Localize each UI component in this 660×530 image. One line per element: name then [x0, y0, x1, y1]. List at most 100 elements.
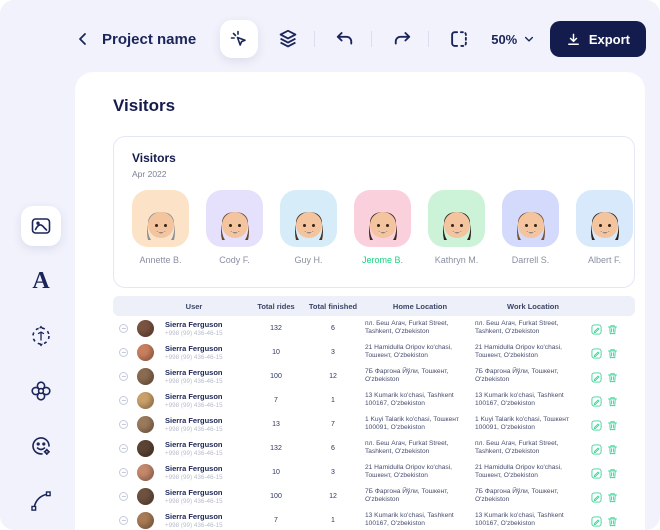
toolbar-divider [314, 31, 316, 47]
user-phone: +998 (99) 436-46-15 [165, 377, 223, 385]
edit-button[interactable] [591, 467, 602, 479]
visitor-card[interactable]: Jerome B. [354, 190, 411, 265]
table-row: Sierra Ferguson +998 (99) 436-46-15 7 1 … [113, 388, 635, 412]
delete-button[interactable] [607, 419, 618, 430]
home-location: 13 Kumarik ko'chasi, Tashkent 100167, O'… [365, 511, 454, 527]
memoji-face-icon [368, 212, 397, 240]
visitor-name: Jerome B. [361, 255, 403, 265]
visitor-avatar [576, 190, 633, 247]
visitor-card[interactable]: Darrell S. [502, 190, 559, 265]
memoji-face-icon [220, 212, 249, 240]
user-name: Sierra Ferguson [165, 439, 223, 449]
work-location: 7Б Фаргона Йўли, Тошкент, O'zbekiston [475, 487, 559, 503]
text-tool-button[interactable]: A [21, 261, 61, 301]
total-rides-value: 7 [274, 516, 278, 524]
tool-sidebar: A [21, 206, 61, 521]
edit-icon [591, 347, 602, 359]
row-actions [591, 371, 635, 383]
transform-tool-button[interactable] [21, 316, 61, 356]
edit-button[interactable] [591, 347, 602, 359]
back-button[interactable] [72, 28, 94, 50]
edit-button[interactable] [591, 395, 602, 407]
row-checkbox[interactable] [119, 347, 128, 357]
visitor-card[interactable]: Albert F. [576, 190, 633, 265]
trash-icon [607, 348, 618, 358]
layers-button[interactable] [276, 27, 300, 51]
row-checkbox[interactable] [119, 419, 128, 429]
row-checkbox[interactable] [119, 467, 128, 477]
edit-button[interactable] [591, 419, 602, 431]
image-tool-button[interactable] [21, 206, 61, 246]
edit-button[interactable] [591, 371, 602, 383]
table-row: Sierra Ferguson +998 (99) 436-46-15 13 7… [113, 412, 635, 436]
row-checkbox[interactable] [119, 443, 128, 453]
toolbar-divider [371, 31, 373, 47]
edit-button[interactable] [591, 443, 602, 455]
work-location: 21 Hamidulla Oripov ko'chasi, Тошкент, O… [475, 463, 563, 479]
edit-icon [591, 395, 602, 407]
user-avatar [137, 391, 154, 409]
delete-button[interactable] [607, 323, 618, 334]
delete-button[interactable] [607, 491, 618, 502]
user-phone: +998 (99) 436-46-15 [165, 401, 223, 409]
zoom-level: 50% [491, 31, 518, 47]
row-checkbox[interactable] [119, 491, 128, 501]
edit-button[interactable] [591, 323, 602, 335]
curve-icon [31, 491, 51, 511]
table-row: Sierra Ferguson +998 (99) 436-46-15 10 3… [113, 340, 635, 364]
sticker-tool-button[interactable] [21, 426, 61, 466]
column-user: User [185, 301, 203, 311]
shape-tool-button[interactable] [21, 371, 61, 411]
total-rides-value: 10 [272, 348, 280, 356]
visitor-name: Cody F. [219, 255, 250, 265]
transform-icon [32, 325, 50, 347]
visitor-name: Annette B. [139, 255, 182, 265]
flower-icon [31, 381, 51, 401]
page-title: Visitors [113, 96, 176, 115]
delete-button[interactable] [607, 371, 618, 382]
undo-button[interactable] [333, 27, 357, 51]
zoom-dropdown[interactable]: 50% [491, 32, 535, 47]
delete-button[interactable] [607, 443, 618, 454]
column-total-finished: Total finished [308, 301, 358, 311]
row-checkbox[interactable] [119, 515, 128, 525]
frame-select-button[interactable] [447, 27, 471, 51]
visitor-card[interactable]: Annette B. [132, 190, 189, 265]
visitor-card[interactable]: Cody F. [206, 190, 263, 265]
row-checkbox[interactable] [119, 395, 128, 405]
visitor-name: Darrell S. [511, 255, 550, 265]
user-cell: Sierra Ferguson +998 (99) 436-46-15 [165, 344, 251, 361]
user-avatar [137, 439, 154, 457]
delete-button[interactable] [607, 347, 618, 358]
row-actions [591, 467, 635, 479]
redo-button[interactable] [390, 27, 414, 51]
trash-icon [607, 420, 618, 430]
row-checkbox[interactable] [119, 323, 128, 333]
toolbar-divider [428, 31, 430, 47]
visitor-name: Albert F. [587, 255, 621, 265]
visitor-card[interactable]: Guy H. [280, 190, 337, 265]
user-avatar [137, 511, 154, 529]
design-canvas[interactable]: Visitors Visitors Apr 2022 [75, 72, 645, 530]
select-cursor-button[interactable] [220, 20, 259, 58]
delete-button[interactable] [607, 467, 618, 478]
row-checkbox[interactable] [119, 371, 128, 381]
delete-button[interactable] [607, 515, 618, 526]
edit-button[interactable] [591, 491, 602, 503]
table-row: Sierra Ferguson +998 (99) 436-46-15 10 3… [113, 460, 635, 484]
row-actions [591, 395, 635, 407]
user-name: Sierra Ferguson [165, 367, 223, 377]
edit-icon [591, 419, 602, 431]
curve-tool-button[interactable] [21, 481, 61, 521]
edit-icon [591, 323, 602, 335]
visitor-card[interactable]: Kathryn M. [428, 190, 485, 265]
trash-icon [607, 516, 618, 526]
edit-icon [591, 491, 602, 503]
frame-select-icon [451, 31, 468, 47]
user-cell: Sierra Ferguson +998 (99) 436-46-15 [165, 488, 251, 505]
user-name: Sierra Ferguson [165, 343, 223, 353]
export-button[interactable]: Export [549, 21, 646, 57]
edit-button[interactable] [591, 515, 602, 527]
delete-button[interactable] [607, 395, 618, 406]
